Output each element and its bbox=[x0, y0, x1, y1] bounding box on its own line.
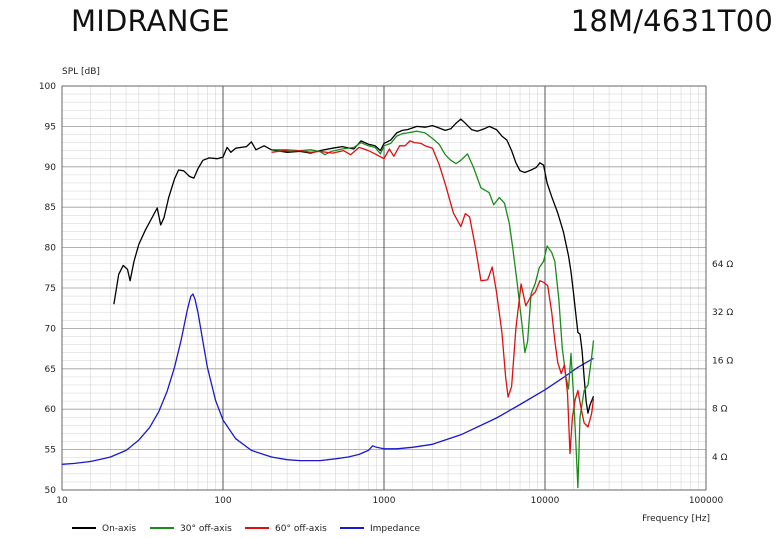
right-tick-label: 16 Ω bbox=[712, 356, 733, 366]
chart-title-right: 18M/4631T00 bbox=[570, 4, 773, 38]
legend-label: 60° off-axis bbox=[275, 524, 327, 534]
x-axis-label: Frequency [Hz] bbox=[642, 514, 710, 524]
legend-label: Impedance bbox=[370, 524, 421, 534]
series-on-axis-line bbox=[113, 118, 595, 414]
right-tick-label: 64 Ω bbox=[712, 260, 733, 270]
y-tick-label: 95 bbox=[45, 122, 56, 132]
y-tick-label: 60 bbox=[45, 405, 57, 415]
right-tick-labels: 4 Ω 8 Ω 16 Ω 32 Ω 64 Ω bbox=[712, 260, 733, 463]
plot-frame bbox=[61, 85, 707, 491]
x-tick-label: 1000 bbox=[373, 496, 396, 506]
y-tick-label: 100 bbox=[39, 82, 56, 92]
y-tick-label: 85 bbox=[45, 203, 56, 213]
y-tick-label: 55 bbox=[45, 446, 56, 456]
right-tick-label: 8 Ω bbox=[712, 405, 728, 415]
legend: On-axis 30° off-axis 60° off-axis Impedance bbox=[72, 524, 421, 534]
series-60-off-axis-line bbox=[271, 140, 595, 455]
x-tick-labels: 10 100 1000 10000 100000 bbox=[56, 496, 723, 506]
y-tick-label: 65 bbox=[45, 365, 56, 375]
x-tick-label: 100000 bbox=[689, 496, 724, 506]
right-tick-label: 32 Ω bbox=[712, 308, 733, 318]
x-tick-label: 10000 bbox=[531, 496, 560, 506]
y-tick-label: 50 bbox=[45, 486, 57, 496]
x-tick-label: 100 bbox=[214, 496, 231, 506]
legend-label: 30° off-axis bbox=[180, 524, 232, 534]
legend-label: On-axis bbox=[102, 524, 136, 534]
x-tick-label: 10 bbox=[56, 496, 68, 506]
y-tick-label: 70 bbox=[45, 324, 57, 334]
y-tick-label: 75 bbox=[45, 284, 56, 294]
series-impedance-line bbox=[61, 293, 594, 465]
chart-title-left: MIDRANGE bbox=[71, 4, 230, 38]
y-tick-label: 90 bbox=[45, 163, 57, 173]
right-tick-label: 4 Ω bbox=[712, 453, 728, 463]
y-tick-label: 80 bbox=[45, 244, 57, 254]
y-tick-labels: 50 55 60 65 70 75 80 85 90 95 100 bbox=[39, 82, 56, 496]
y-axis-label: SPL [dB] bbox=[62, 67, 100, 77]
series-group bbox=[61, 118, 595, 489]
